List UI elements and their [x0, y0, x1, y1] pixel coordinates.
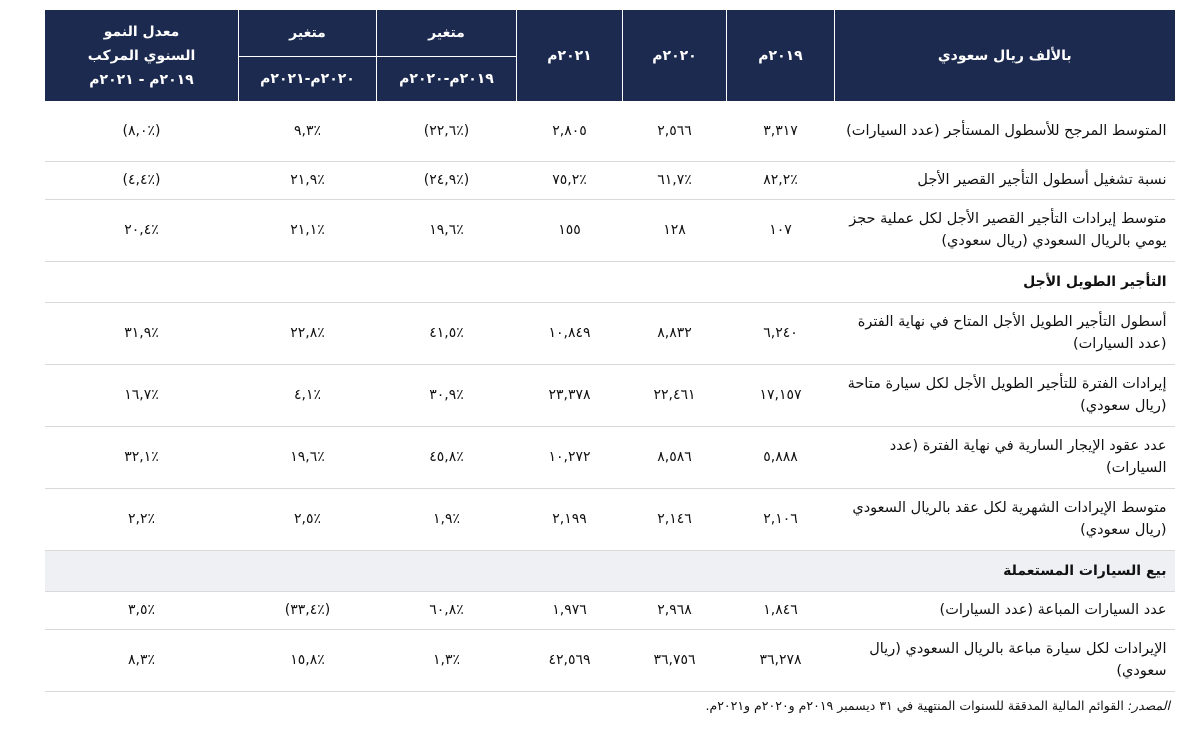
cell-change2: ٪٢٢,٨ [238, 302, 377, 365]
table-row: عدد السيارات المباعة (عدد السيارات) ١,٨٤… [44, 591, 1175, 630]
cell-2020: ٨,٥٨٦ [622, 426, 727, 489]
cell-change1: ٪١,٩ [376, 488, 517, 551]
cell-cagr: ٪١٦,٧ [44, 364, 239, 427]
section-title-long-term: التأجير الطويل الأجل [44, 261, 1175, 303]
cell-2019: ١,٨٤٦ [726, 591, 835, 630]
cell-change1: ٪٤٥,٨ [376, 426, 517, 489]
table-row: الإيرادات لكل سيارة مباعة بالريال السعود… [44, 629, 1175, 692]
cell-2021: ٢٣,٣٧٨ [516, 364, 623, 427]
row-label: المتوسط المرجح للأسطول المستأجر (عدد الس… [834, 101, 1175, 162]
row-label: عدد السيارات المباعة (عدد السيارات) [834, 591, 1175, 630]
cell-2020: ١٢٨ [622, 199, 727, 262]
cell-cagr: ٪٨,٣ [44, 629, 239, 692]
section-row-used-cars: بيع السيارات المستعملة [44, 550, 1175, 592]
cell-cagr: ٪٢٠,٤ [44, 199, 239, 262]
cell-2020: ٢,١٤٦ [622, 488, 727, 551]
row-label: عدد عقود الإيجار السارية في نهاية الفترة… [834, 426, 1175, 489]
header-2021: ٢٠٢١م [516, 10, 623, 101]
source-text: القوائم المالية المدققة للسنوات المنتهية… [705, 697, 1124, 713]
cell-2019: ٥,٨٨٨ [726, 426, 835, 489]
cell-2019: ٣,٣١٧ [726, 101, 835, 162]
cell-cagr: ٪٣١,٩ [44, 302, 239, 365]
section-row-long-term: التأجير الطويل الأجل [44, 261, 1175, 303]
section-title-used-cars: بيع السيارات المستعملة [44, 550, 1175, 592]
cell-change2: ٪٢,٥ [238, 488, 377, 551]
cell-2020: ٣٦,٧٥٦ [622, 629, 727, 692]
cell-2021: ١٥٥ [516, 199, 623, 262]
cell-change1: ٪٣٠,٩ [376, 364, 517, 427]
row-label: متوسط الإيرادات الشهرية لكل عقد بالريال … [834, 488, 1175, 551]
cell-change2: (٪٣٣,٤) [238, 591, 377, 630]
cell-2021: ٢,١٩٩ [516, 488, 623, 551]
row-label: الإيرادات لكل سيارة مباعة بالريال السعود… [834, 629, 1175, 692]
table-row: متوسط إيرادات التأجير القصير الأجل لكل ع… [44, 199, 1175, 262]
table-row: أسطول التأجير الطويل الأجل المتاح في نها… [44, 302, 1175, 365]
row-label: نسبة تشغيل أسطول التأجير القصير الأجل [834, 161, 1175, 200]
header-2019: ٢٠١٩م [726, 10, 835, 101]
table-row: عدد عقود الإيجار السارية في نهاية الفترة… [44, 426, 1175, 489]
cell-change1: ٪١٩,٦ [376, 199, 517, 262]
cell-2021: ١,٩٧٦ [516, 591, 623, 630]
header-cagr: معدل النمو السنوي المركب ٢٠١٩م - ٢٠٢١م [44, 10, 239, 101]
cell-2021: ٤٢,٥٦٩ [516, 629, 623, 692]
cell-change2: ٪١٩,٦ [238, 426, 377, 489]
cell-2021: ١٠,٢٧٢ [516, 426, 623, 489]
cell-cagr: ٪٢,٢ [44, 488, 239, 551]
cell-2021: ١٠,٨٤٩ [516, 302, 623, 365]
header-change1-bottom: ٢٠١٩م-٢٠٢٠م [376, 56, 517, 101]
cell-change2: ٪٢١,٩ [238, 161, 377, 200]
header-change2-bottom: ٢٠٢٠م-٢٠٢١م [238, 56, 377, 101]
cell-change1: ٪١,٣ [376, 629, 517, 692]
cell-change2: ٪٢١,١ [238, 199, 377, 262]
cell-2019: ١٧,١٥٧ [726, 364, 835, 427]
header-cagr-line1: معدل النمو [103, 23, 180, 40]
cell-2021: ٪٧٥,٢ [516, 161, 623, 200]
table-container: بالألف ريال سعودي ٢٠١٩م ٢٠٢٠م ٢٠٢١م متغي… [44, 10, 1175, 713]
cell-change2: ٪٩,٣ [238, 101, 377, 162]
cell-change1: (٪٢٤,٩) [376, 161, 517, 200]
cell-change1: ٪٤١,٥ [376, 302, 517, 365]
cell-change2: ٪٤,١ [238, 364, 377, 427]
cell-2019: ٪٨٢,٢ [726, 161, 835, 200]
cell-cagr: ٪٣٢,١ [44, 426, 239, 489]
metrics-table: بالألف ريال سعودي ٢٠١٩م ٢٠٢٠م ٢٠٢١م متغي… [44, 10, 1175, 692]
table-row: المتوسط المرجح للأسطول المستأجر (عدد الس… [44, 101, 1175, 162]
cell-2020: ٪٦١,٧ [622, 161, 727, 200]
cell-2020: ٢,٩٦٨ [622, 591, 727, 630]
row-label: أسطول التأجير الطويل الأجل المتاح في نها… [834, 302, 1175, 365]
cell-2019: ٦,٢٤٠ [726, 302, 835, 365]
row-label: إيرادات الفترة للتأجير الطويل الأجل لكل … [834, 364, 1175, 427]
header-2020: ٢٠٢٠م [622, 10, 727, 101]
header-change2-top: متغير [238, 10, 377, 57]
cell-2020: ٨,٨٣٢ [622, 302, 727, 365]
header-cagr-line2: السنوي المركب [87, 47, 196, 64]
cell-cagr: ٪٣,٥ [44, 591, 239, 630]
cell-change2: ٪١٥,٨ [238, 629, 377, 692]
row-label: متوسط إيرادات التأجير القصير الأجل لكل ع… [834, 199, 1175, 262]
cell-change1: (٪٢٢,٦) [376, 101, 517, 162]
cell-cagr: (٪٤,٤) [44, 161, 239, 200]
cell-2019: ١٠٧ [726, 199, 835, 262]
cell-2021: ٢,٨٠٥ [516, 101, 623, 162]
cell-cagr: (٪٨,٠) [44, 101, 239, 162]
cell-2020: ٢,٥٦٦ [622, 101, 727, 162]
table-row: إيرادات الفترة للتأجير الطويل الأجل لكل … [44, 364, 1175, 427]
header-row-sub: ٢٠١٩م-٢٠٢٠م ٢٠٢٠م-٢٠٢١م [45, 56, 1175, 101]
header-row: بالألف ريال سعودي ٢٠١٩م ٢٠٢٠م ٢٠٢١م متغي… [44, 10, 1175, 101]
cell-2020: ٢٢,٤٦١ [622, 364, 727, 427]
header-label: بالألف ريال سعودي [834, 10, 1175, 101]
cell-change1: ٪٦٠,٨ [376, 591, 517, 630]
table-row: متوسط الإيرادات الشهرية لكل عقد بالريال … [44, 488, 1175, 551]
header-cagr-line3: ٢٠١٩م - ٢٠٢١م [89, 71, 194, 88]
cell-2019: ٢,١٠٦ [726, 488, 835, 551]
table-row: نسبة تشغيل أسطول التأجير القصير الأجل ٪٨… [44, 161, 1175, 200]
header-change1-top: متغير [376, 10, 517, 57]
source-note: المصدر: القوائم المالية المدققة للسنوات … [44, 698, 1174, 713]
cell-2019: ٣٦,٢٧٨ [726, 629, 835, 692]
source-prefix: المصدر: [1127, 697, 1170, 713]
